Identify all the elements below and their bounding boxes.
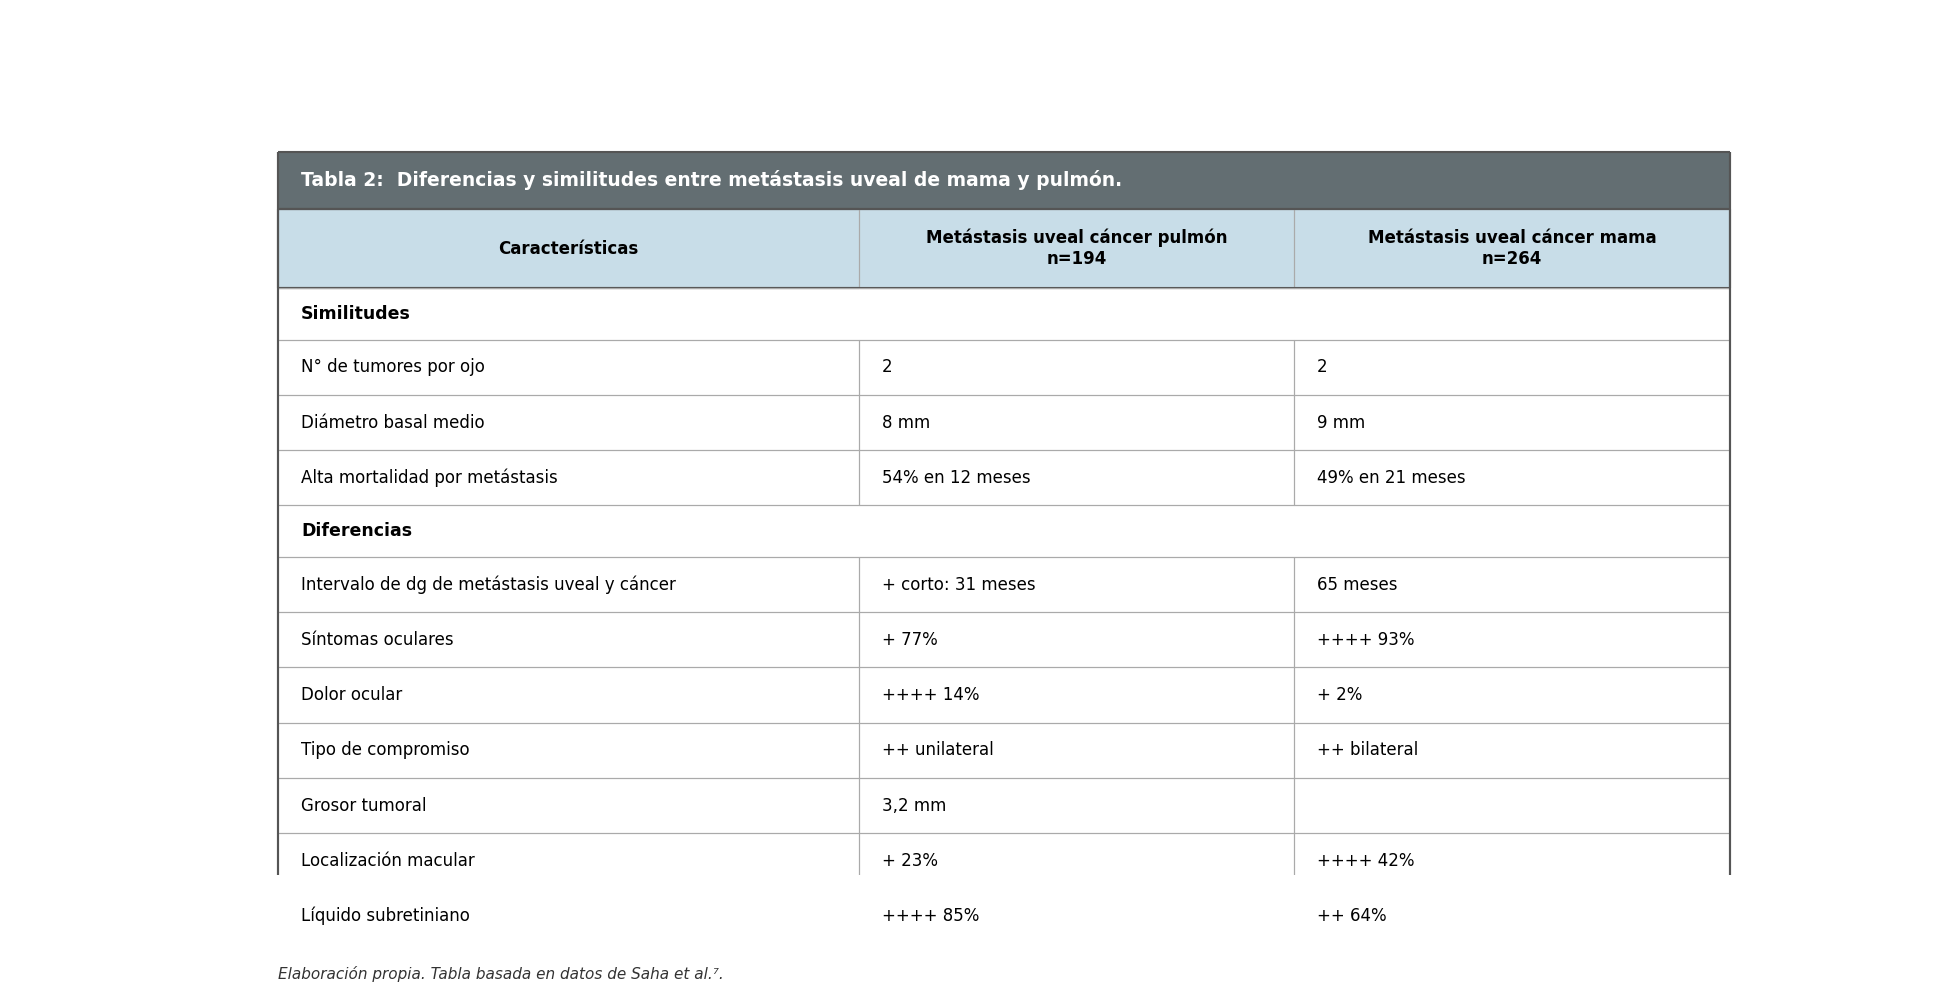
- Text: 9 mm: 9 mm: [1316, 414, 1365, 432]
- Bar: [858, 723, 1295, 778]
- Text: Metástasis uveal cáncer pulmón
n=194: Metástasis uveal cáncer pulmón n=194: [927, 229, 1226, 268]
- Bar: [278, 152, 1730, 208]
- Bar: [858, 612, 1295, 667]
- Bar: [278, 505, 1730, 557]
- Text: N° de tumores por ojo: N° de tumores por ojo: [302, 359, 486, 376]
- Text: ++ 64%: ++ 64%: [1316, 907, 1387, 925]
- Text: 2: 2: [882, 359, 891, 376]
- Bar: [858, 340, 1295, 395]
- Text: 65 meses: 65 meses: [1316, 576, 1397, 594]
- Text: + corto: 31 meses: + corto: 31 meses: [882, 576, 1034, 594]
- Text: ++ bilateral: ++ bilateral: [1316, 741, 1418, 759]
- Bar: [278, 288, 1730, 340]
- Bar: [1295, 208, 1730, 288]
- Bar: [858, 889, 1295, 944]
- Bar: [1295, 395, 1730, 450]
- Text: 49% en 21 meses: 49% en 21 meses: [1316, 469, 1465, 487]
- Text: Tipo de compromiso: Tipo de compromiso: [302, 741, 470, 759]
- Text: + 23%: + 23%: [882, 852, 938, 870]
- Text: Líquido subretiniano: Líquido subretiniano: [302, 907, 470, 925]
- Text: + 2%: + 2%: [1316, 686, 1362, 704]
- Text: 8 mm: 8 mm: [882, 414, 931, 432]
- Text: ++ unilateral: ++ unilateral: [882, 741, 993, 759]
- Bar: [1295, 340, 1730, 395]
- Text: Metástasis uveal cáncer mama
n=264: Metástasis uveal cáncer mama n=264: [1367, 229, 1655, 268]
- Bar: [278, 834, 858, 889]
- Text: Dolor ocular: Dolor ocular: [302, 686, 402, 704]
- Text: Síntomas oculares: Síntomas oculares: [302, 631, 454, 649]
- Text: ++++ 93%: ++++ 93%: [1316, 631, 1414, 649]
- Bar: [278, 557, 858, 612]
- Bar: [1295, 834, 1730, 889]
- Bar: [278, 395, 858, 450]
- Bar: [1295, 612, 1730, 667]
- Text: Elaboración propia. Tabla basada en datos de Saha et al.⁷.: Elaboración propia. Tabla basada en dato…: [278, 966, 725, 982]
- Bar: [278, 889, 858, 944]
- Bar: [858, 667, 1295, 723]
- Bar: [1295, 667, 1730, 723]
- Bar: [278, 208, 858, 288]
- Text: + 77%: + 77%: [882, 631, 936, 649]
- Text: Localización macular: Localización macular: [302, 852, 474, 870]
- Text: Similitudes: Similitudes: [302, 305, 411, 323]
- Bar: [278, 450, 858, 505]
- Text: Tabla 2:  Diferencias y similitudes entre metástasis uveal de mama y pulmón.: Tabla 2: Diferencias y similitudes entre…: [302, 170, 1123, 191]
- Bar: [278, 723, 858, 778]
- Bar: [858, 208, 1295, 288]
- Text: Intervalo de dg de metástasis uveal y cáncer: Intervalo de dg de metástasis uveal y cá…: [302, 575, 676, 594]
- Bar: [278, 612, 858, 667]
- Text: 54% en 12 meses: 54% en 12 meses: [882, 469, 1030, 487]
- Text: 3,2 mm: 3,2 mm: [882, 796, 946, 815]
- Bar: [1295, 889, 1730, 944]
- Text: ++++ 85%: ++++ 85%: [882, 907, 980, 925]
- Bar: [858, 395, 1295, 450]
- Text: Alta mortalidad por metástasis: Alta mortalidad por metástasis: [302, 469, 558, 488]
- Bar: [1295, 723, 1730, 778]
- Text: Diferencias: Diferencias: [302, 522, 411, 541]
- Bar: [278, 667, 858, 723]
- Bar: [278, 340, 858, 395]
- Bar: [278, 778, 858, 834]
- Bar: [858, 450, 1295, 505]
- Text: ++++ 42%: ++++ 42%: [1316, 852, 1414, 870]
- Bar: [1295, 557, 1730, 612]
- Bar: [858, 834, 1295, 889]
- Text: ++++ 14%: ++++ 14%: [882, 686, 980, 704]
- Text: Diámetro basal medio: Diámetro basal medio: [302, 414, 484, 432]
- Bar: [858, 778, 1295, 834]
- Text: 2: 2: [1316, 359, 1328, 376]
- Bar: [1295, 778, 1730, 834]
- Text: Grosor tumoral: Grosor tumoral: [302, 796, 427, 815]
- Bar: [1295, 450, 1730, 505]
- Bar: [858, 557, 1295, 612]
- Text: Características: Características: [498, 240, 639, 258]
